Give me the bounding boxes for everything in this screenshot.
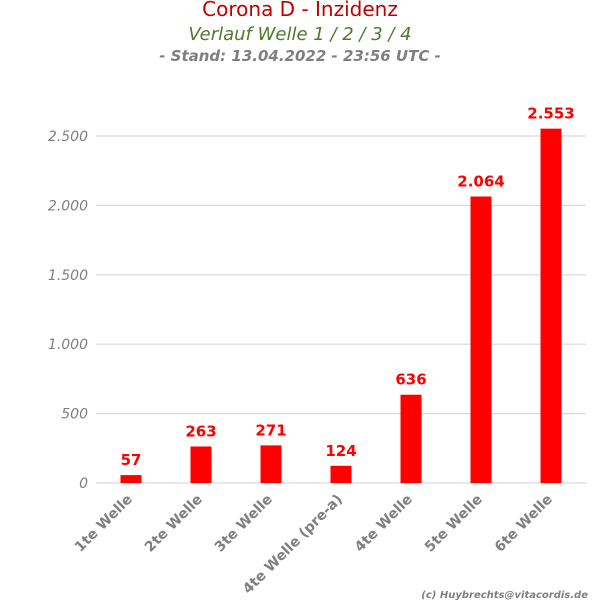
- x-tick-label: 4te Welle: [352, 492, 416, 556]
- y-tick-label: 1.000: [48, 337, 88, 353]
- chart-stand-date: - Stand: 13.04.2022 - 23:56 UTC -: [159, 47, 441, 65]
- x-tick-label: 1te Welle: [72, 492, 136, 556]
- data-label: 636: [395, 371, 426, 389]
- bar: [120, 475, 142, 483]
- data-labels: 57 263 271 124 636 2.064 2.553: [121, 105, 575, 469]
- bar: [330, 465, 352, 483]
- chart-subtitle: Verlauf Welle 1 / 2 / 3 / 4: [188, 24, 411, 45]
- y-tick-label: 2.500: [48, 129, 88, 145]
- y-axis-ticks: 0 500 1.000 1.500 2.000 2.500: [48, 129, 88, 492]
- y-tick-label: 2.000: [48, 198, 88, 214]
- bar: [400, 394, 422, 483]
- x-tick-label: 3te Welle: [212, 492, 276, 556]
- bar: [260, 445, 282, 483]
- y-tick-label: 1.500: [48, 268, 88, 284]
- data-label: 2.064: [457, 173, 504, 191]
- y-tick-label: 0: [79, 476, 88, 492]
- y-tick-label: 500: [61, 407, 88, 423]
- chart-title: Corona D - Inzidenz: [202, 0, 398, 21]
- x-tick-label: 2te Welle: [142, 492, 206, 556]
- data-label: 2.553: [527, 105, 574, 123]
- data-label: 57: [121, 451, 142, 469]
- bar: [470, 196, 492, 484]
- x-tick-label: 5te Welle: [422, 492, 486, 556]
- bar: [540, 128, 562, 483]
- bars: [120, 128, 562, 484]
- data-label: 124: [325, 442, 356, 460]
- bar: [190, 446, 212, 483]
- credit-text: (c) Huybrechts@vitacordis.de: [421, 590, 588, 600]
- grid-lines: [96, 135, 586, 484]
- data-label: 271: [255, 421, 286, 439]
- x-tick-label: 6te Welle: [492, 492, 556, 556]
- data-label: 263: [185, 422, 216, 440]
